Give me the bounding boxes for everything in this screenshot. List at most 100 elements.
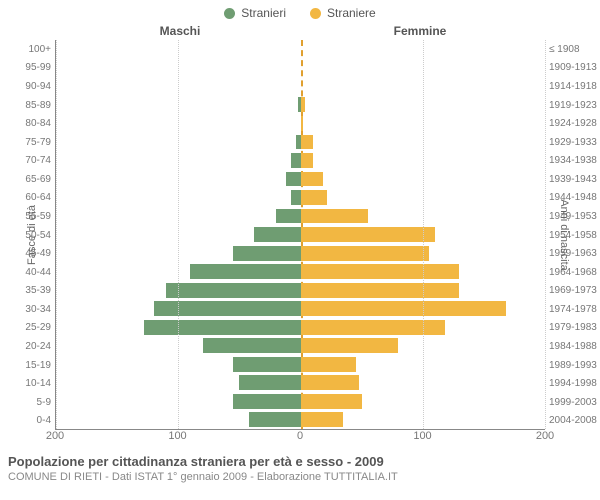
birth-label: 1929-1933 [545, 133, 600, 152]
bar-male [276, 209, 300, 224]
bar-female [301, 283, 460, 298]
bar-female [301, 172, 323, 187]
bar-female [301, 209, 368, 224]
birth-label: 1999-2003 [545, 393, 600, 412]
birth-label: 1949-1953 [545, 207, 600, 226]
bar-male [286, 172, 301, 187]
birth-label: 1919-1923 [545, 96, 600, 115]
bar-female [301, 135, 313, 150]
bar-male [291, 190, 301, 205]
x-tick: 0 [297, 430, 303, 442]
x-tick: 200 [46, 430, 64, 442]
header-male: Maschi [60, 24, 300, 38]
age-label: 25-29 [0, 319, 55, 338]
birth-label: 1914-1918 [545, 77, 600, 96]
legend: Stranieri Straniere [0, 0, 600, 20]
chart-body: Fasce di età Anni di nascita 100+95-9990… [0, 40, 600, 430]
bar-male [254, 227, 300, 242]
footer: Popolazione per cittadinanza straniera p… [0, 448, 600, 483]
birth-label: 1944-1948 [545, 189, 600, 208]
pyramid-row [56, 244, 545, 263]
bar-male [233, 246, 300, 261]
legend-item-male: Stranieri [224, 6, 286, 20]
legend-item-female: Straniere [310, 6, 376, 20]
x-tick: 100 [168, 430, 186, 442]
pyramid-row [56, 392, 545, 411]
bar-male [190, 264, 300, 279]
bar-female [301, 375, 360, 390]
pyramid-row [56, 77, 545, 96]
birth-label: 1994-1998 [545, 374, 600, 393]
age-label: 100+ [0, 40, 55, 59]
bar-female [301, 412, 344, 427]
legend-swatch-female [310, 8, 321, 19]
y-axis-birth: ≤ 19081909-19131914-19181919-19231924-19… [545, 40, 600, 430]
bar-female [301, 227, 435, 242]
header-female: Femmine [300, 24, 540, 38]
bar-female [301, 97, 306, 112]
bar-male [239, 375, 300, 390]
age-label: 10-14 [0, 374, 55, 393]
birth-label: 1989-1993 [545, 356, 600, 375]
birth-label: 1934-1938 [545, 151, 600, 170]
x-tick: 200 [536, 430, 554, 442]
bar-male [249, 412, 300, 427]
pyramid-row [56, 411, 545, 430]
pyramid-row [56, 151, 545, 170]
chart-subtitle: COMUNE DI RIETI - Dati ISTAT 1° gennaio … [8, 471, 592, 483]
bar-male [154, 301, 301, 316]
birth-label: ≤ 1908 [545, 40, 600, 59]
y-axis-label-left: Fasce di età [26, 205, 38, 265]
pyramid-row [56, 96, 545, 115]
birth-label: 1959-1963 [545, 244, 600, 263]
age-label: 65-69 [0, 170, 55, 189]
bar-female [301, 153, 313, 168]
birth-label: 1979-1983 [545, 319, 600, 338]
age-label: 75-79 [0, 133, 55, 152]
bar-female [301, 116, 303, 131]
pyramid-row [56, 374, 545, 393]
bar-female [301, 190, 328, 205]
bar-male [233, 394, 300, 409]
birth-label: 1924-1928 [545, 114, 600, 133]
y-axis-label-right: Anni di nascita [558, 199, 570, 271]
pyramid-row [56, 318, 545, 337]
x-tick: 100 [413, 430, 431, 442]
pyramid-row [56, 355, 545, 374]
pyramid-row [56, 281, 545, 300]
bar-male [144, 320, 300, 335]
age-label: 95-99 [0, 59, 55, 78]
bar-female [301, 338, 399, 353]
birth-label: 1974-1978 [545, 300, 600, 319]
pyramid-row [56, 133, 545, 152]
age-label: 70-74 [0, 151, 55, 170]
age-label: 80-84 [0, 114, 55, 133]
legend-label-male: Stranieri [241, 6, 286, 20]
pyramid-row [56, 114, 545, 133]
pyramid-row [56, 59, 545, 78]
birth-label: 1909-1913 [545, 59, 600, 78]
birth-label: 2004-2008 [545, 412, 600, 431]
pyramid-row [56, 225, 545, 244]
birth-label: 1954-1958 [545, 226, 600, 245]
age-label: 0-4 [0, 412, 55, 431]
pyramid-row [56, 207, 545, 226]
bar-male [233, 357, 300, 372]
pyramid-row [56, 188, 545, 207]
bar-male [203, 338, 301, 353]
bar-male [166, 283, 300, 298]
birth-label: 1939-1943 [545, 170, 600, 189]
age-label: 15-19 [0, 356, 55, 375]
birth-label: 1964-1968 [545, 263, 600, 282]
age-label: 5-9 [0, 393, 55, 412]
age-label: 40-44 [0, 263, 55, 282]
pyramid-row [56, 40, 545, 59]
birth-label: 1969-1973 [545, 282, 600, 301]
pyramid-row [56, 262, 545, 281]
age-label: 20-24 [0, 337, 55, 356]
age-label: 85-89 [0, 96, 55, 115]
bar-female [301, 301, 506, 316]
pyramid-row [56, 299, 545, 318]
age-label: 90-94 [0, 77, 55, 96]
bar-female [301, 357, 356, 372]
